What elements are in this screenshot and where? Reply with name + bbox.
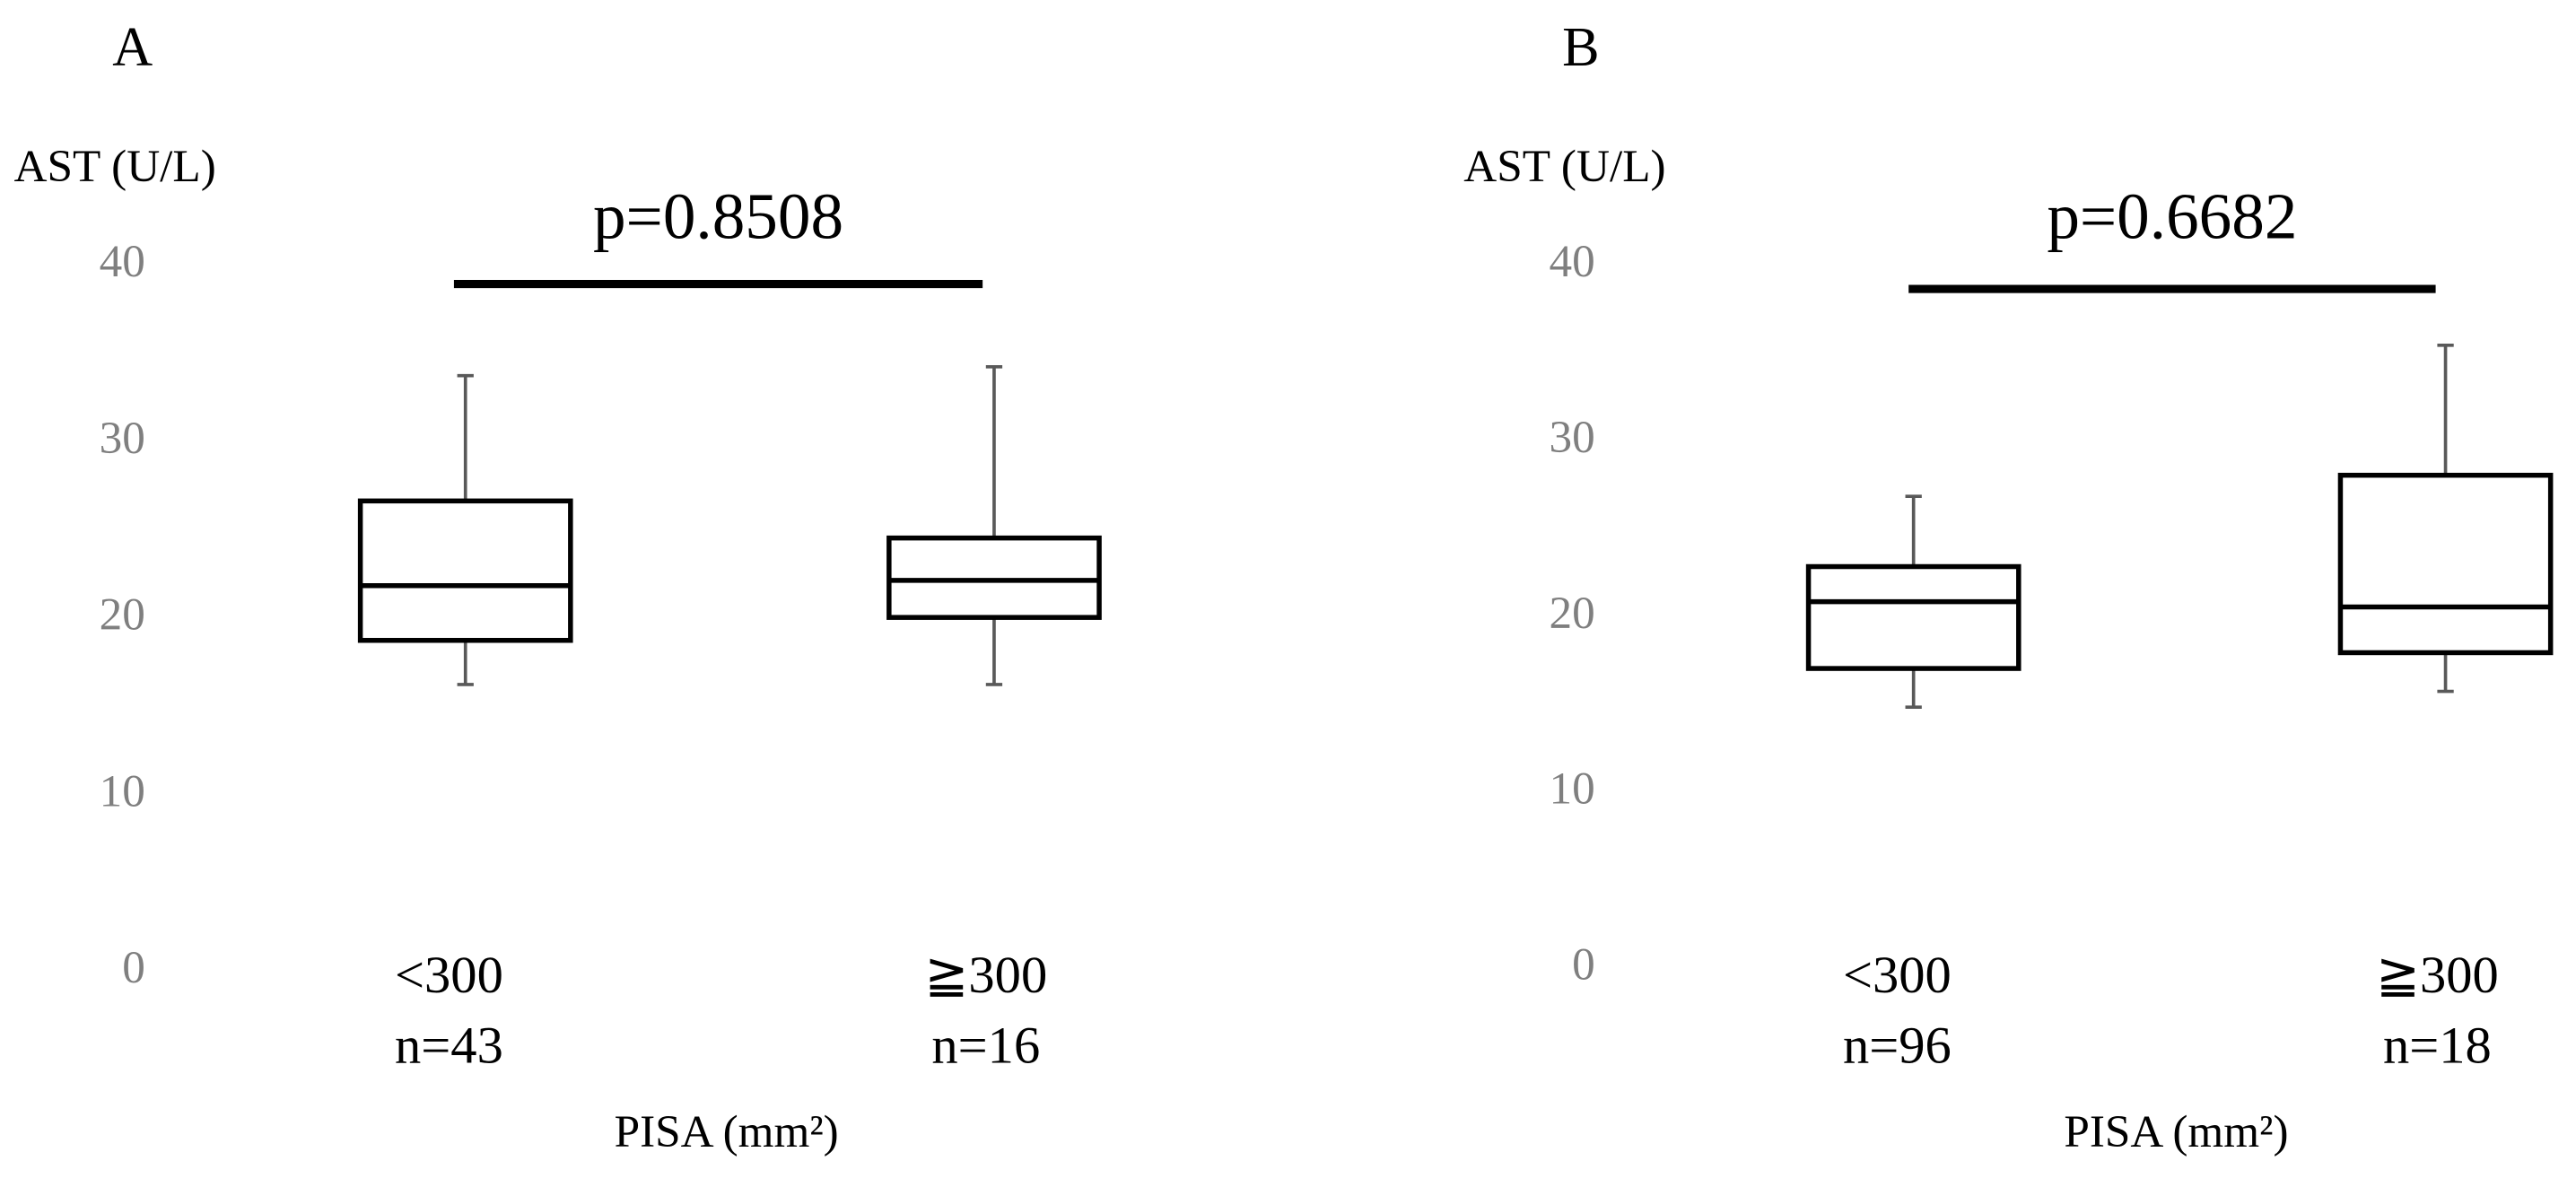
p-value-annotation: p=0.6682 xyxy=(2047,180,2297,253)
y-tick-label: 40 xyxy=(100,236,145,287)
x-axis-label: PISA (mm²) xyxy=(2064,1106,2288,1157)
x-tick-label: ≧300 xyxy=(924,946,1047,1004)
box xyxy=(2337,472,2554,656)
y-tick-label: 0 xyxy=(1572,938,1595,990)
y-tick-label: 40 xyxy=(1549,236,1594,287)
y-tick-label: 0 xyxy=(122,942,145,993)
y-tick-label: 20 xyxy=(100,589,145,641)
y-tick-label: 10 xyxy=(1549,764,1594,815)
box xyxy=(357,498,573,643)
x-tick-label: <300 xyxy=(395,946,503,1004)
y-tick-label: 30 xyxy=(1549,412,1594,463)
y-tick-label: 20 xyxy=(1549,588,1594,639)
box xyxy=(1805,563,2022,671)
n-label: n=43 xyxy=(395,1017,503,1075)
panel-label: B xyxy=(1562,17,1600,78)
box xyxy=(886,535,1102,620)
p-value-annotation: p=0.8508 xyxy=(593,180,843,253)
y-axis-label: AST (U/L) xyxy=(14,141,216,192)
n-label: n=16 xyxy=(931,1017,1040,1075)
y-axis-label: AST (U/L) xyxy=(1463,141,1665,192)
x-axis-label: PISA (mm²) xyxy=(615,1106,839,1157)
x-tick-label: <300 xyxy=(1843,946,1952,1004)
n-label: n=18 xyxy=(2383,1017,2492,1075)
x-tick-label: ≧300 xyxy=(2376,946,2499,1004)
n-label: n=96 xyxy=(1843,1017,1952,1075)
y-tick-label: 10 xyxy=(100,765,145,816)
y-tick-label: 30 xyxy=(100,413,145,464)
panel-label: A xyxy=(112,17,153,78)
